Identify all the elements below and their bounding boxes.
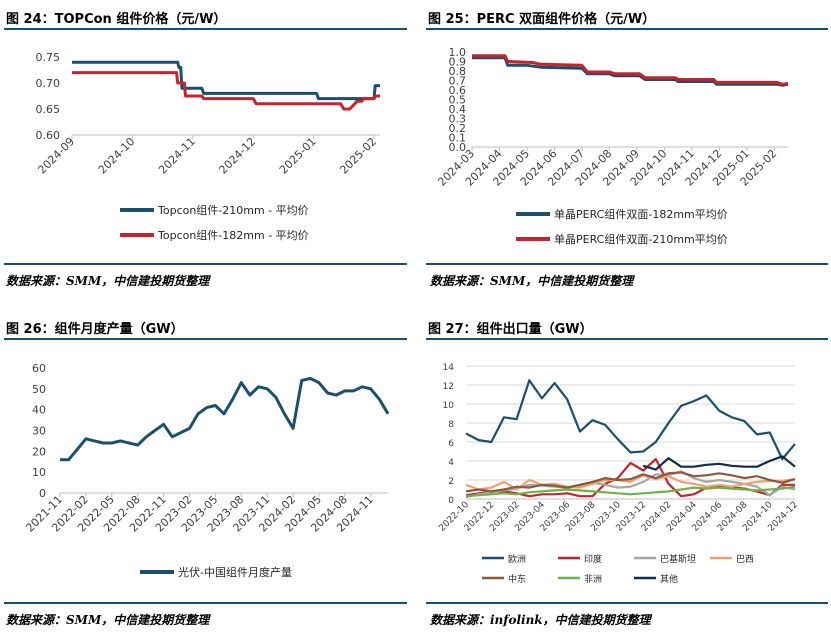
source-note-25: 数据来源：SMM，中信建投期货整理 (430, 274, 634, 288)
x-tick-label: 2024-12 (217, 135, 259, 177)
y-tick-label: 8 (448, 420, 454, 430)
chart-title-26: 图 26：组件月度产量（GW） (6, 322, 184, 337)
legend-label: 欧洲 (508, 553, 526, 565)
y-tick-label: 0.5 (449, 94, 467, 107)
series-line-0 (60, 376, 390, 462)
y-tick-label: 0.3 (449, 113, 467, 126)
chart-title-24: 图 24：TOPCon 组件价格（元/W） (6, 12, 227, 27)
legend-label: 印度 (584, 553, 602, 565)
y-tick-label: 0.9 (449, 56, 467, 69)
y-tick-label: 0.65 (36, 103, 61, 116)
y-tick-label: 30 (32, 425, 46, 438)
legend-label: 单晶PERC组件双面-182mm平均价 (554, 207, 728, 221)
legend-label: 其他 (660, 573, 678, 585)
series-line-0 (72, 60, 380, 101)
y-tick-label: 20 (32, 445, 46, 458)
legend-label: 巴基斯坦 (660, 553, 696, 565)
y-tick-label: 6 (448, 439, 454, 449)
y-tick-label: 4 (448, 458, 454, 468)
x-tick-label: 2024-11 (156, 135, 198, 177)
y-tick-label: 0.8 (449, 65, 467, 78)
legend-label: Topcon组件-182mm - 平均价 (157, 228, 309, 242)
legend-label: 非洲 (584, 573, 602, 585)
y-tick-label: 0.75 (36, 51, 61, 64)
series-line-1 (72, 71, 380, 111)
legend-label: 光伏-中国组件月度产量 (178, 565, 292, 579)
y-tick-label: 0.4 (449, 103, 467, 116)
legend-label: 单晶PERC组件双面-210mm平均价 (554, 232, 728, 246)
source-note-27: 数据来源：infolink，中信建投期货整理 (430, 613, 651, 627)
y-tick-label: 40 (32, 404, 46, 417)
y-tick-label: 0.7 (449, 75, 467, 88)
x-tick-label: 2025-02 (337, 135, 379, 177)
y-tick-label: 0 (448, 496, 454, 506)
chart-title-25: 图 25：PERC 双面组件价格（元/W） (428, 12, 656, 27)
y-tick-label: 2 (448, 477, 454, 487)
series-line-5 (465, 485, 796, 498)
bottom-rule-25 (426, 263, 828, 265)
title-rule-26 (4, 338, 407, 340)
series-line-6 (642, 455, 796, 471)
bottom-rule-24 (4, 263, 407, 265)
y-tick-label: 60 (32, 362, 46, 375)
chart-c26: 01020304050602021-112022-022022-052022-0… (23, 362, 390, 579)
title-rule-25 (426, 28, 828, 30)
x-tick-label: 2024-10 (96, 135, 138, 177)
y-tick-label: 0.6 (449, 84, 467, 97)
title-rule-27 (426, 338, 828, 340)
y-tick-label: 10 (443, 401, 455, 411)
series-line-1 (472, 54, 789, 86)
y-tick-label: 0.2 (449, 122, 467, 135)
source-note-26: 数据来源：SMM，中信建投期货整理 (6, 613, 210, 627)
y-tick-label: 0.1 (449, 132, 467, 145)
x-tick-label: 2025-01 (277, 135, 319, 177)
y-tick-label: 50 (32, 383, 46, 396)
legend-label: Topcon组件-210mm - 平均价 (157, 203, 309, 217)
title-rule-24 (4, 28, 407, 30)
y-tick-label: 1.0 (449, 46, 467, 59)
y-tick-label: 0 (39, 487, 46, 500)
chart-c27: 024681012142022-102022-122023-022023-042… (437, 363, 800, 585)
y-tick-label: 0.70 (36, 77, 61, 90)
series-line-0 (465, 379, 796, 461)
bottom-rule-27 (426, 602, 828, 604)
series-line-0 (472, 56, 789, 87)
chart-title-27: 图 27：组件出口量（GW） (428, 322, 593, 337)
y-tick-label: 0.0 (449, 141, 467, 154)
y-tick-label: 0.60 (36, 129, 61, 142)
chart-c25: 0.00.10.20.30.40.50.60.70.80.91.02024-03… (435, 46, 789, 246)
legend-label: 巴西 (736, 554, 754, 565)
y-tick-label: 14 (443, 363, 455, 373)
source-note-24: 数据来源：SMM，中信建投期货整理 (6, 274, 210, 288)
series-line-4 (465, 471, 796, 493)
y-tick-label: 12 (443, 382, 454, 392)
legend-label: 中东 (508, 573, 526, 585)
bottom-rule-26 (4, 602, 407, 604)
y-tick-label: 10 (32, 466, 46, 479)
